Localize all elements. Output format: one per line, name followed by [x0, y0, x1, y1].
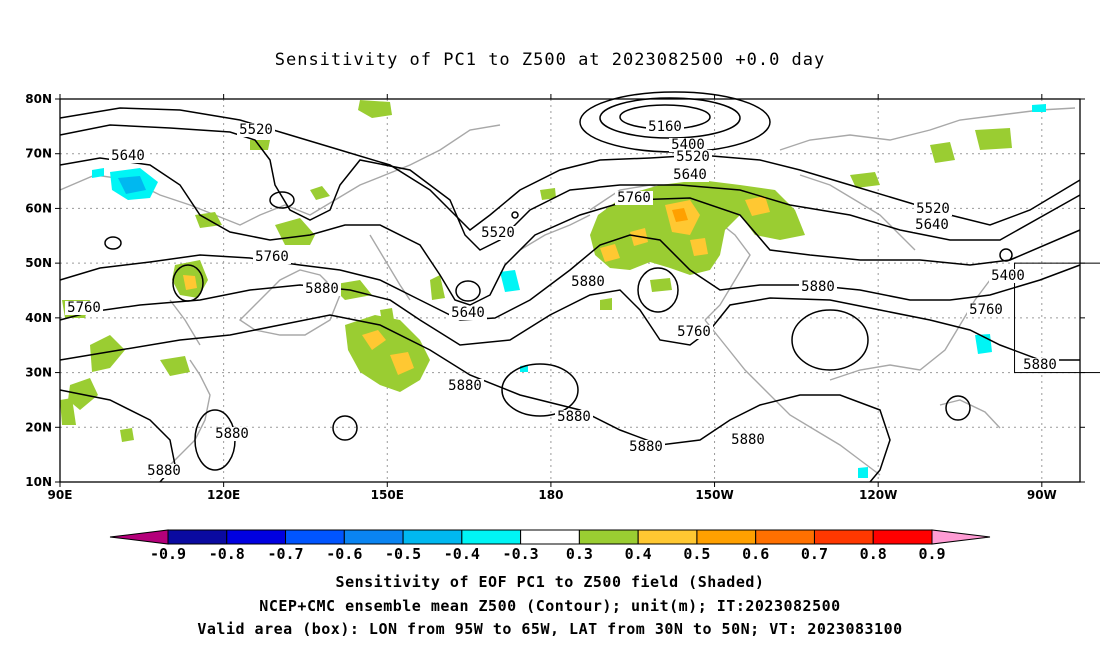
colorbar-swatch: [402, 529, 463, 545]
colorbar-label: 0.4: [625, 545, 652, 563]
lon-label: 180: [538, 488, 563, 502]
colorbar-label: 0.5: [683, 545, 710, 563]
contour-label: 5520: [481, 225, 515, 241]
colorbar-label: -0.9: [150, 545, 186, 563]
colorbar-label: 0.3: [566, 545, 593, 563]
contour-label: 5520: [676, 149, 710, 165]
contour-label: 5760: [969, 302, 1003, 318]
contour-labels: 5160540055205520552056405640564056405400…: [65, 119, 1059, 479]
contour-label: 5640: [915, 217, 949, 233]
colorbar: -0.9 -0.8 -0.7 -0.6 -0.5 -0.4 -0.3 0.3 0.4 0.5 0.6…: [109, 529, 991, 563]
valid-area-box: [1014, 262, 1100, 374]
lat-label: 40N: [25, 311, 52, 325]
colorbar-min-arrow: [109, 529, 169, 545]
contour-label: 5760: [255, 249, 289, 265]
map-frame: [59, 98, 1081, 483]
colorbar-max-arrow: [931, 529, 991, 545]
longitude-labels: 90E120E150E180150W120W90W60W: [48, 94, 1057, 502]
contour-label: 5760: [67, 300, 101, 316]
colorbar-label: 0.8: [860, 545, 887, 563]
plot-title: Sensitivity of PC1 to Z500 at 2023082500…: [274, 50, 826, 70]
colorbar-swatch: [578, 529, 639, 545]
contour-label: 5880: [147, 463, 181, 479]
lat-label: 20N: [25, 420, 52, 434]
colorbar-swatch: [461, 529, 522, 545]
lat-label: 80N: [25, 92, 52, 106]
colorbar-swatch: [755, 529, 815, 545]
contour-label: 5880: [1023, 357, 1057, 373]
colorbar-swatch: [520, 529, 580, 545]
caption-valid-area: Valid area (box): LON from 95W to 65W, L…: [197, 620, 903, 638]
contour-label: 5640: [673, 167, 707, 183]
contour-label: 5520: [239, 122, 273, 138]
contour-label: 5760: [677, 324, 711, 340]
lon-label: 120W: [859, 488, 897, 502]
colorbar-label: -0.8: [209, 545, 245, 563]
lat-label: 50N: [25, 256, 52, 270]
lon-label: 90W: [1027, 488, 1057, 502]
colorbar-swatch: [167, 529, 228, 545]
contour-label: 5400: [671, 137, 705, 153]
caption-contour: NCEP+CMC ensemble mean Z500 (Contour); u…: [259, 597, 841, 615]
lat-label: 30N: [25, 366, 52, 380]
contour-label: 5880: [571, 274, 605, 290]
colorbar-swatch: [696, 529, 757, 545]
contour-label: 5880: [629, 439, 663, 455]
colorbar-swatch: [637, 529, 698, 545]
colorbar-swatch: [343, 529, 404, 545]
contour-label: 5760: [617, 190, 651, 206]
latitude-labels: 80N 70N 60N 50N 40N 30N 20N 10N: [25, 92, 1085, 489]
caption-shading: Sensitivity of EOF PC1 to Z500 field (Sh…: [335, 573, 765, 591]
lon-label: 150W: [695, 488, 733, 502]
contour-label: 5520: [916, 201, 950, 217]
contour-label: 5880: [557, 409, 591, 425]
colorbar-label: -0.4: [444, 545, 480, 563]
colorbar-label: -0.7: [267, 545, 303, 563]
colorbar-swatch: [872, 529, 933, 545]
contour-label: 5880: [801, 279, 835, 295]
contour-label: 5640: [451, 305, 485, 321]
contour-label: 5880: [215, 426, 249, 442]
contour-label: 5160: [648, 119, 682, 135]
contour-label: 5880: [448, 378, 482, 394]
colorbar-swatch: [226, 529, 287, 545]
colorbar-swatch: [813, 529, 874, 545]
lon-label: 90E: [48, 488, 73, 502]
contour-label: 5640: [111, 148, 145, 164]
lon-label: 150E: [371, 488, 404, 502]
colorbar-label: -0.3: [503, 545, 539, 563]
colorbar-label: 0.9: [918, 545, 945, 563]
lat-label: 10N: [25, 475, 52, 489]
lon-label: 120E: [207, 488, 240, 502]
colorbar-swatch: [285, 529, 345, 545]
colorbar-label: 0.6: [742, 545, 769, 563]
contour-label: 5880: [305, 281, 339, 297]
colorbar-label: -0.6: [326, 545, 362, 563]
lat-label: 60N: [25, 201, 52, 215]
colorbar-label: 0.7: [801, 545, 828, 563]
contour-label: 5400: [991, 268, 1025, 284]
colorbar-label: -0.5: [385, 545, 421, 563]
sensitivity-shading: [60, 100, 1046, 478]
contour-label: 5880: [731, 432, 765, 448]
lat-label: 70N: [25, 147, 52, 161]
